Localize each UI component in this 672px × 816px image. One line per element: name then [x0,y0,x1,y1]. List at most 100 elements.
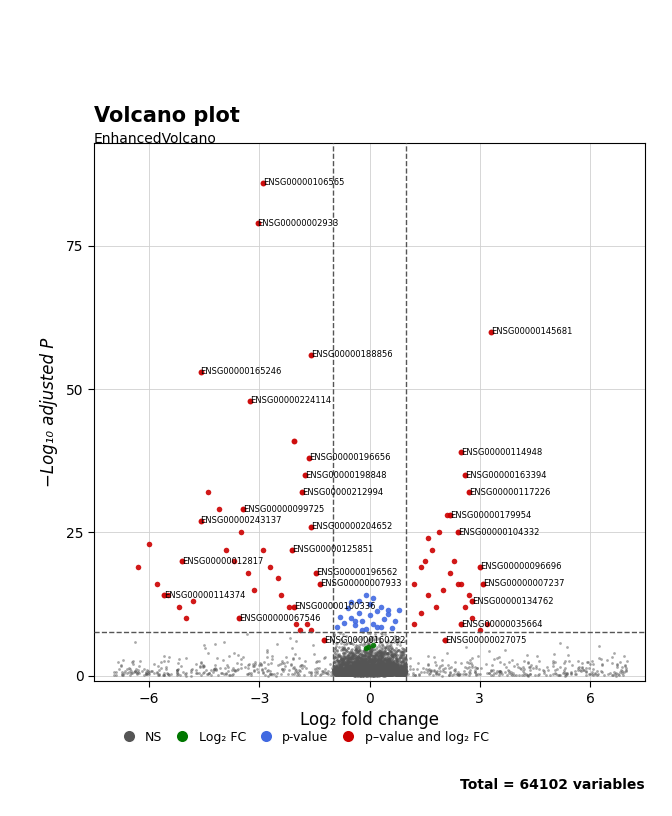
Point [350,652,361,665]
Point [376,665,387,678]
Point [362,654,373,667]
Point [396,656,407,669]
Point [379,667,390,680]
Point [357,656,368,669]
Point [377,654,388,667]
Point [342,659,353,672]
Point [386,667,397,681]
Point [386,668,397,681]
Point [130,665,140,678]
Point [360,668,371,681]
Point [194,667,205,680]
Point [380,661,390,674]
Point [354,653,365,666]
Point [382,668,393,681]
Point [378,668,389,681]
Point [337,654,347,667]
Point [343,666,354,679]
Point [353,667,364,680]
Point [396,667,407,681]
Point [355,667,366,681]
Point [365,646,376,659]
Point [373,665,384,678]
Point [384,667,395,681]
Point [390,666,401,679]
Point [372,669,382,682]
Point [397,645,408,659]
Point [355,661,366,674]
Point [373,668,384,681]
Point [336,668,347,681]
Point [372,667,383,680]
Point [378,664,388,677]
Point [361,666,372,679]
Point [376,668,387,681]
Point [348,650,359,663]
Point [339,655,350,668]
Point [343,652,354,665]
Point [368,667,378,681]
Point [343,667,353,681]
Point [384,667,395,681]
Point [366,644,377,657]
Point [376,667,387,681]
Point [353,650,364,663]
Point [467,612,478,625]
Point [333,666,344,679]
Point [364,667,375,680]
Point [380,669,390,682]
Point [360,668,371,681]
Point [355,661,366,674]
Point [346,664,357,677]
Point [198,638,209,651]
Point [450,655,460,668]
Point [362,657,372,670]
Text: ENSG00000096696: ENSG00000096696 [480,562,561,571]
Point [369,664,380,677]
Point [351,666,362,679]
Point [370,659,380,672]
Point [364,646,375,659]
Point [341,664,352,677]
Point [368,659,379,672]
Point [351,654,362,667]
Point [350,667,361,681]
Point [357,663,368,676]
Point [364,651,374,664]
Point [267,667,278,680]
Point [348,668,359,681]
Point [359,663,370,676]
Point [332,662,343,675]
Point [364,667,375,680]
Point [343,650,353,663]
Text: ENSG00000002933: ENSG00000002933 [257,219,339,228]
Point [346,663,357,676]
Point [340,661,351,674]
Point [356,667,367,681]
Point [437,659,448,672]
Point [359,666,370,679]
Point [381,669,392,682]
Point [368,650,378,663]
Point [370,667,381,681]
Point [369,646,380,659]
Point [364,665,374,678]
Point [394,667,405,680]
Point [349,665,360,678]
Point [290,663,300,676]
Point [337,665,348,678]
Point [353,664,364,677]
Point [373,632,384,645]
Point [472,650,483,663]
Point [384,660,394,673]
Point [384,658,395,671]
Point [118,668,128,681]
Point [372,663,382,676]
Point [351,666,362,679]
Point [345,667,356,681]
Point [573,654,583,667]
Point [392,667,403,681]
Point [368,668,378,681]
Point [351,667,362,680]
Point [317,665,327,678]
